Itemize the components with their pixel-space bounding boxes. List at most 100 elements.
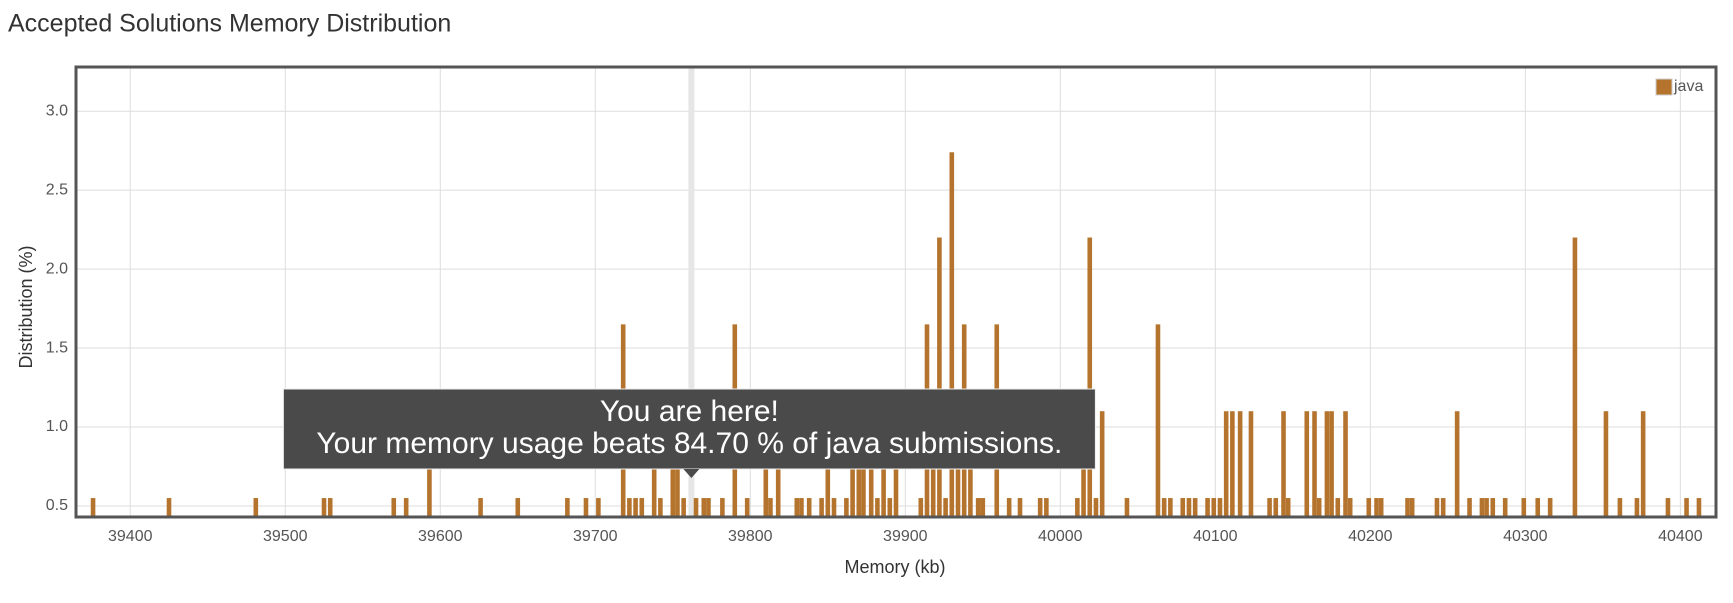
bar [1324, 411, 1330, 517]
x-tick-label: 39700 [573, 528, 618, 545]
bar [1211, 498, 1217, 517]
chart-title: Accepted Solutions Memory Distribution [8, 10, 451, 38]
bar [831, 498, 837, 517]
bar [1335, 498, 1341, 517]
bar [1161, 498, 1167, 517]
bar [1665, 498, 1671, 517]
bar [681, 498, 686, 517]
bar [1502, 498, 1508, 517]
bar [1237, 411, 1243, 517]
bar [1267, 498, 1272, 517]
x-tick-label: 40200 [1348, 528, 1393, 545]
bar [1006, 498, 1012, 517]
bar [321, 498, 327, 517]
x-tick-label: 40100 [1193, 528, 1238, 545]
bar [1405, 498, 1410, 517]
bar [1409, 498, 1415, 517]
x-tick-label: 39800 [728, 528, 773, 545]
bar [515, 498, 521, 517]
bar [1281, 411, 1286, 517]
bar [1547, 498, 1553, 517]
bar [1484, 498, 1489, 517]
bar [720, 498, 725, 517]
bar [794, 498, 800, 517]
bar [1186, 498, 1192, 517]
bar [1617, 498, 1623, 517]
bar [633, 498, 638, 517]
bar [1087, 237, 1093, 518]
bar [90, 498, 96, 517]
bar [1093, 498, 1099, 517]
bar [693, 498, 699, 517]
bar [1285, 498, 1291, 517]
legend-swatch [1655, 78, 1673, 96]
bar [875, 498, 880, 517]
bar [391, 498, 397, 517]
x-axis-label: Memory (kb) [844, 557, 945, 577]
bar [1634, 498, 1640, 517]
bar [583, 498, 589, 517]
highlight-band [688, 67, 695, 517]
bar [1490, 498, 1496, 517]
bar [918, 498, 924, 517]
bar [1312, 411, 1317, 517]
bar [1479, 498, 1485, 517]
bar [975, 498, 981, 517]
bar [1467, 498, 1472, 517]
bar [1603, 411, 1609, 517]
bar [1304, 411, 1310, 517]
bar [1223, 411, 1229, 517]
bar [1454, 411, 1460, 517]
y-tick-label: 2.5 [46, 181, 68, 198]
bar [1248, 411, 1254, 517]
bar [565, 498, 570, 517]
x-tick-label: 40000 [1038, 528, 1083, 545]
bar [980, 498, 986, 517]
bar [1347, 498, 1353, 517]
bar [1696, 498, 1702, 517]
bar [1521, 498, 1527, 517]
bar [403, 498, 409, 517]
bar [1230, 411, 1235, 517]
bar [744, 498, 750, 517]
bar [1124, 498, 1130, 517]
x-tick-label: 39900 [883, 528, 928, 545]
bar [327, 498, 333, 517]
bar [1640, 411, 1646, 517]
bar [949, 152, 955, 517]
bar [1329, 411, 1334, 517]
bar [1684, 498, 1689, 517]
bar [478, 498, 483, 517]
tooltip-text: You are here! [600, 395, 779, 428]
y-axis-label: Distribution (%) [16, 245, 36, 368]
y-tick-label: 0.5 [46, 497, 68, 514]
bar [1168, 498, 1173, 517]
bar [166, 498, 172, 517]
bar [1192, 498, 1198, 517]
bar [253, 498, 259, 517]
bar [1440, 498, 1446, 517]
bar [799, 498, 804, 517]
bar [1044, 498, 1049, 517]
tooltip-text: Your memory usage beats 84.70 % of java … [316, 427, 1062, 460]
x-tick-label: 39400 [108, 528, 153, 545]
tooltip-pointer [683, 469, 700, 478]
bar [937, 237, 942, 518]
bar [1075, 498, 1080, 517]
bar [1180, 498, 1186, 517]
bar [943, 498, 948, 517]
bar [1155, 324, 1161, 517]
bar [701, 498, 707, 517]
bar [1037, 498, 1043, 517]
bar [1572, 237, 1578, 518]
y-tick-label: 1.0 [46, 418, 68, 435]
bar [1535, 498, 1541, 517]
y-tick-label: 1.5 [46, 339, 68, 356]
bar [887, 498, 893, 517]
bar [658, 498, 663, 517]
bar [596, 498, 601, 517]
bar [806, 498, 812, 517]
bar [1205, 498, 1210, 517]
bar [639, 498, 645, 517]
bar [1343, 411, 1348, 517]
